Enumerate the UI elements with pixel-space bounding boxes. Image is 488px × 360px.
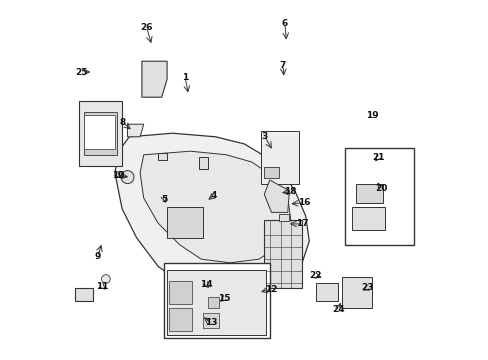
Text: 15: 15: [217, 294, 230, 303]
Text: 1: 1: [182, 73, 188, 82]
Text: 7: 7: [279, 61, 285, 70]
Bar: [345, 148, 413, 245]
Text: 25: 25: [75, 68, 87, 77]
Bar: [167, 207, 203, 238]
Polygon shape: [264, 180, 289, 212]
Text: 6: 6: [281, 19, 287, 28]
PathPatch shape: [140, 151, 291, 263]
Bar: [355, 184, 382, 203]
Bar: [84, 112, 117, 155]
Polygon shape: [158, 153, 167, 160]
Polygon shape: [142, 61, 167, 97]
Bar: [341, 277, 371, 308]
Bar: [168, 281, 192, 304]
Bar: [316, 283, 337, 301]
Text: 16: 16: [298, 198, 310, 207]
Text: 22: 22: [308, 271, 321, 280]
Text: 17: 17: [296, 220, 308, 229]
Text: 11: 11: [96, 282, 108, 291]
Bar: [264, 167, 278, 178]
Bar: [260, 131, 298, 184]
Circle shape: [102, 275, 110, 283]
Bar: [203, 313, 219, 328]
Text: 21: 21: [371, 153, 384, 162]
Text: 3: 3: [261, 132, 267, 141]
Polygon shape: [127, 124, 143, 137]
Bar: [208, 297, 219, 308]
PathPatch shape: [115, 133, 309, 292]
Bar: [84, 115, 115, 149]
Text: 13: 13: [204, 319, 217, 328]
Text: 9: 9: [94, 252, 101, 261]
Bar: [278, 214, 289, 221]
Text: 14: 14: [200, 280, 212, 289]
Bar: [167, 270, 265, 335]
Bar: [168, 308, 192, 331]
Polygon shape: [79, 101, 122, 166]
Text: 23: 23: [361, 284, 373, 293]
Text: 2: 2: [117, 171, 123, 180]
Bar: [75, 288, 93, 301]
Text: 24: 24: [331, 305, 344, 314]
Bar: [352, 207, 384, 230]
Polygon shape: [199, 157, 208, 169]
Text: 12: 12: [264, 285, 277, 294]
Text: 18: 18: [284, 188, 296, 197]
Text: 4: 4: [210, 191, 217, 200]
Bar: [264, 220, 302, 288]
Text: 8: 8: [120, 118, 126, 127]
Text: 20: 20: [374, 184, 386, 193]
Circle shape: [121, 171, 134, 184]
Text: 19: 19: [365, 111, 378, 120]
Text: 10: 10: [111, 171, 124, 180]
Bar: [163, 263, 269, 338]
Text: 26: 26: [140, 23, 153, 32]
Text: 5: 5: [161, 195, 167, 204]
